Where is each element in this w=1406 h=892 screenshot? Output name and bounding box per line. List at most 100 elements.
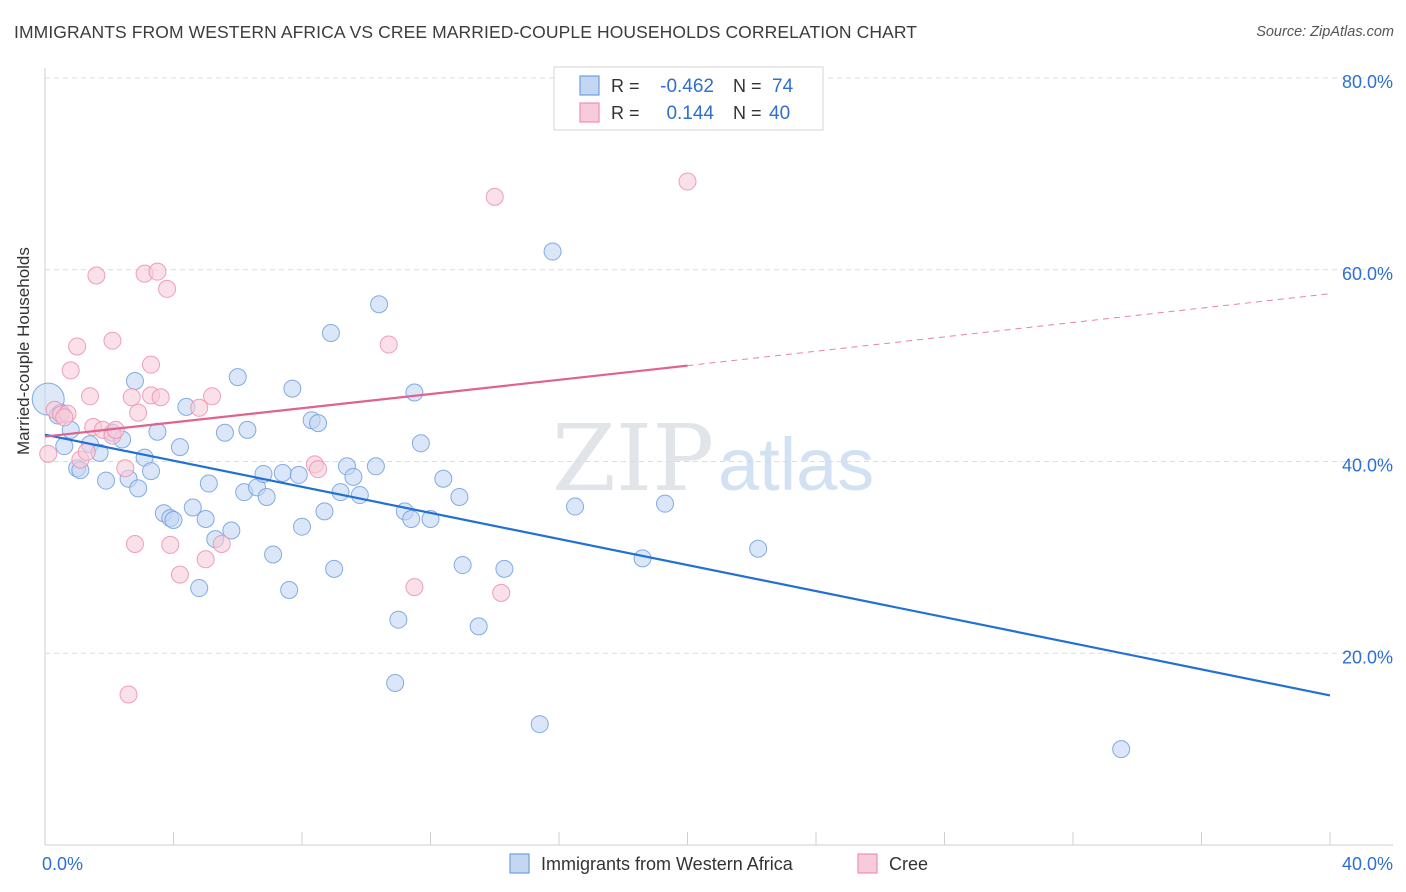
- point-cree: [212, 534, 231, 553]
- trend-line-western-africa: [44, 433, 1331, 697]
- point-cree: [61, 361, 80, 380]
- point-western-africa: [289, 465, 308, 484]
- point-western-africa: [402, 510, 421, 529]
- point-cree: [405, 578, 424, 597]
- stats-legend: R = -0.462 N = 74 R = 0.144 N = 40: [553, 66, 824, 131]
- point-cree: [196, 550, 215, 569]
- stats-n-label: N =: [733, 103, 762, 123]
- source-label: Source: ZipAtlas.com: [1256, 24, 1394, 40]
- point-cree: [122, 388, 141, 407]
- point-cree: [379, 335, 398, 354]
- watermark-atlas: atlas: [718, 423, 874, 506]
- point-western-africa: [222, 521, 241, 540]
- point-cree: [39, 444, 58, 463]
- point-cree: [129, 403, 148, 422]
- trend-lines: [44, 293, 1331, 697]
- point-western-africa: [1112, 740, 1131, 759]
- point-cree: [103, 331, 122, 350]
- point-western-africa: [190, 579, 209, 598]
- stats-n-value: 74: [772, 76, 794, 97]
- point-cree: [142, 355, 161, 374]
- point-western-africa: [164, 510, 183, 529]
- watermark-zip: ZIP: [552, 405, 714, 512]
- bottom-legend: Immigrants from Western Africa Cree: [509, 853, 928, 874]
- point-western-africa: [566, 497, 585, 516]
- point-western-africa: [264, 545, 283, 564]
- stats-n-label: N =: [733, 76, 762, 96]
- legend-label-western-africa: Immigrants from Western Africa: [541, 854, 794, 874]
- x-tick-label: 0.0%: [42, 854, 83, 874]
- point-cree: [170, 565, 189, 584]
- point-western-africa: [389, 610, 408, 629]
- legend-swatch-cree: [857, 853, 878, 874]
- point-western-africa: [749, 539, 768, 558]
- point-western-africa: [366, 457, 385, 476]
- legend-label-cree: Cree: [889, 854, 928, 874]
- point-western-africa: [170, 438, 189, 457]
- point-western-africa: [273, 464, 292, 483]
- point-western-africa: [370, 295, 389, 314]
- point-western-africa: [309, 414, 328, 433]
- trend-line-cree-extension: [687, 293, 1331, 367]
- point-western-africa: [228, 368, 247, 387]
- point-western-africa: [315, 502, 334, 521]
- point-cree: [190, 398, 209, 417]
- trend-line-cree: [44, 364, 688, 438]
- point-western-africa: [129, 479, 148, 498]
- point-western-africa: [183, 498, 202, 517]
- y-tick-label: 40.0%: [1342, 456, 1393, 476]
- point-western-africa: [656, 494, 675, 513]
- stats-r-value: -0.462: [660, 76, 714, 97]
- point-cree: [119, 685, 138, 704]
- point-western-africa: [142, 462, 161, 481]
- watermark: ZIP atlas: [552, 405, 874, 512]
- point-cree: [203, 387, 222, 406]
- point-western-africa: [411, 434, 430, 453]
- point-cree: [77, 442, 96, 461]
- point-cree: [151, 388, 170, 407]
- y-tick-label: 80.0%: [1342, 72, 1393, 92]
- point-western-africa: [469, 617, 488, 636]
- chart-title: IMMIGRANTS FROM WESTERN AFRICA VS CREE M…: [14, 22, 918, 42]
- stats-swatch-cree: [579, 102, 600, 123]
- axes: 20.0% 40.0% 60.0% 80.0% 0.0% 40.0%: [42, 68, 1393, 874]
- point-cree: [116, 459, 135, 478]
- point-western-africa: [543, 242, 562, 261]
- point-cree: [678, 172, 697, 191]
- grid: [45, 77, 1393, 654]
- point-cree: [148, 262, 167, 281]
- point-cree: [161, 535, 180, 554]
- point-cree: [485, 187, 504, 206]
- point-cree: [80, 387, 99, 406]
- point-western-africa: [97, 471, 116, 490]
- point-western-africa: [386, 673, 405, 692]
- point-western-africa: [293, 517, 311, 536]
- point-western-africa: [199, 474, 218, 493]
- point-western-africa: [453, 556, 472, 575]
- point-western-africa: [434, 469, 453, 488]
- point-western-africa: [280, 580, 299, 599]
- point-western-africa: [283, 379, 302, 398]
- point-western-africa: [125, 371, 144, 390]
- point-western-africa: [321, 324, 340, 343]
- point-western-africa: [344, 467, 363, 486]
- point-western-africa: [633, 549, 652, 568]
- x-tick-label: 40.0%: [1342, 854, 1393, 874]
- point-western-africa: [238, 420, 257, 439]
- point-cree: [125, 534, 144, 553]
- stats-swatch-western-africa: [579, 75, 600, 96]
- point-western-africa: [530, 715, 549, 734]
- point-western-africa: [331, 483, 350, 502]
- point-western-africa: [450, 487, 469, 506]
- point-western-africa: [257, 487, 276, 506]
- point-cree: [158, 279, 177, 298]
- point-western-africa: [196, 510, 215, 529]
- stats-r-label: R =: [611, 76, 640, 96]
- point-cree: [492, 583, 511, 602]
- point-cree: [68, 337, 87, 356]
- y-tick-label: 20.0%: [1342, 647, 1393, 667]
- point-western-africa: [215, 423, 234, 442]
- point-cree: [87, 266, 106, 285]
- point-western-africa: [325, 559, 344, 578]
